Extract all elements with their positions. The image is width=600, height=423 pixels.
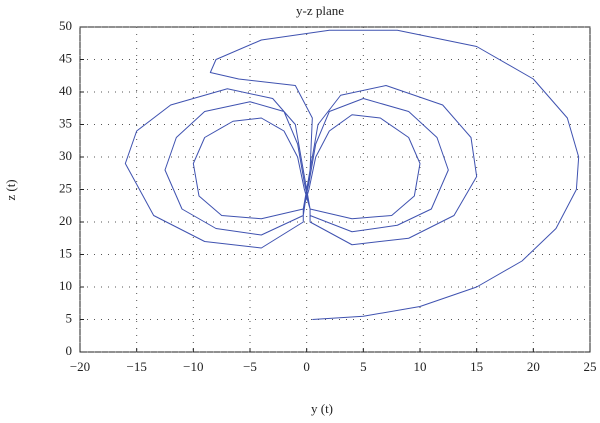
x-tick-label: −15 bbox=[126, 359, 146, 374]
x-tick-label: −5 bbox=[243, 359, 257, 374]
x-tick-label: 10 bbox=[414, 359, 427, 374]
y-tick-label: 35 bbox=[59, 115, 72, 130]
x-tick-label: −10 bbox=[183, 359, 203, 374]
y-tick-label: 40 bbox=[59, 83, 72, 98]
x-tick-label: 25 bbox=[584, 359, 597, 374]
y-tick-label: 15 bbox=[59, 245, 72, 260]
x-tick-label: 0 bbox=[303, 359, 310, 374]
chart-title: y-z plane bbox=[296, 3, 344, 18]
y-tick-label: 5 bbox=[66, 310, 73, 325]
x-tick-label: −20 bbox=[70, 359, 90, 374]
x-tick-label: 5 bbox=[360, 359, 367, 374]
x-tick-label: 20 bbox=[527, 359, 540, 374]
y-tick-label: 20 bbox=[59, 213, 72, 228]
trajectory-line bbox=[124, 29, 580, 320]
y-tick-label: 30 bbox=[59, 148, 72, 163]
y-tick-label: 0 bbox=[66, 343, 73, 358]
x-tick-label: 15 bbox=[470, 359, 483, 374]
y-axis-label: z (t) bbox=[3, 179, 18, 200]
y-tick-label: 50 bbox=[59, 18, 72, 33]
plot-frame bbox=[79, 26, 591, 353]
y-tick-label: 25 bbox=[59, 180, 72, 195]
y-tick-label: 10 bbox=[59, 278, 72, 293]
x-axis-label: y (t) bbox=[311, 401, 333, 416]
y-tick-label: 45 bbox=[59, 50, 72, 65]
